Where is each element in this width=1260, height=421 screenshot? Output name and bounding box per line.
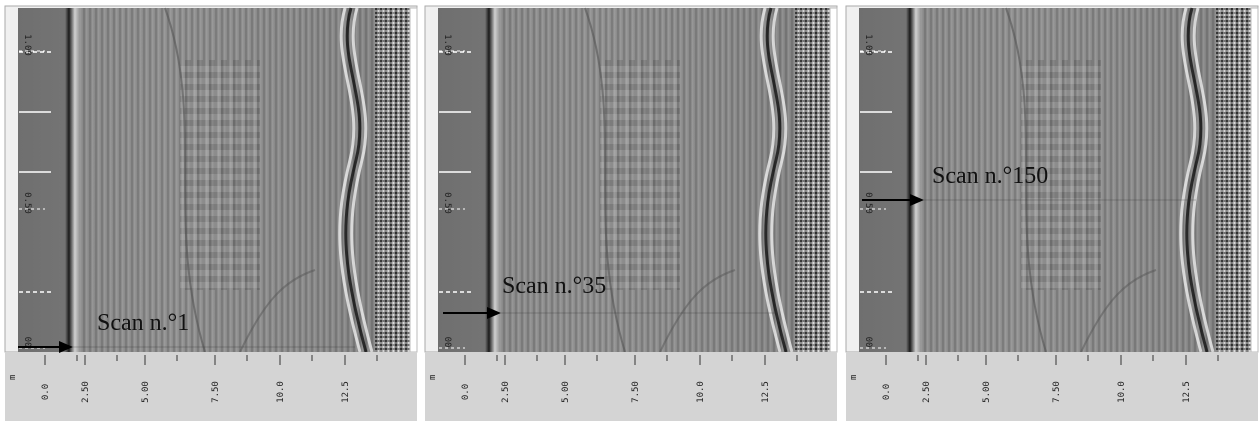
- reflection: [344, 7, 368, 353]
- reflection-pattern: [1021, 60, 1101, 290]
- scrollbar: [409, 7, 418, 353]
- hyperbola: [659, 269, 736, 353]
- y-tick-label: 00: [863, 337, 873, 348]
- x-tick-label: 5.00: [561, 381, 571, 403]
- y-tick-label: 0.50: [442, 192, 452, 214]
- x-unit: m: [428, 375, 438, 380]
- scrollbar: [1250, 7, 1259, 353]
- x-axis-bar: [425, 352, 837, 421]
- x-tick-label: 7.50: [1052, 381, 1062, 403]
- hyperbola: [239, 269, 316, 353]
- x-axis-bar: [5, 352, 417, 421]
- reflection: [350, 7, 374, 353]
- y-tick-label: 00: [442, 337, 452, 348]
- x-tick-label: 0.0: [41, 384, 51, 400]
- x-tick-label: 7.50: [631, 381, 641, 403]
- noise-zone: [375, 8, 410, 352]
- x-tick-label: 2.50: [922, 381, 932, 403]
- x-tick-label: 0.0: [461, 384, 471, 400]
- scan-label: Scan n.°35: [502, 273, 606, 299]
- y-tick-label: 1.00: [442, 34, 452, 56]
- x-unit: m: [849, 375, 859, 380]
- scan-arrowhead: [59, 341, 73, 353]
- reflection-pattern: [600, 60, 680, 290]
- reflection-pattern: [180, 60, 260, 290]
- x-tick-label: 7.50: [211, 381, 221, 403]
- x-tick-label: 12.5: [1182, 381, 1192, 403]
- reflection: [338, 7, 362, 353]
- x-tick-label: 5.00: [141, 381, 151, 403]
- y-tick-label: 0.50: [22, 192, 32, 214]
- scan-arrowhead: [910, 194, 924, 206]
- x-tick-label: 10.0: [696, 381, 706, 403]
- noise-zone: [795, 8, 830, 352]
- hyperbola: [584, 7, 626, 353]
- x-tick-label: 10.0: [1117, 381, 1127, 403]
- scan-arrowhead: [487, 307, 501, 319]
- x-tick-label: 12.5: [761, 381, 771, 403]
- y-tick-label: 0.50: [863, 192, 873, 214]
- reflection: [1185, 7, 1209, 353]
- x-tick-label: 0.0: [882, 384, 892, 400]
- radar-panel: 1.00 0.50 00 m 0.0 2.50 5.00 7.50 10.0 12.5 Scan n…: [845, 5, 1259, 421]
- x-tick-label: 5.00: [982, 381, 992, 403]
- y-tick-label: 1.00: [22, 34, 32, 56]
- reflection: [1179, 7, 1203, 353]
- y-tick-label: 00: [22, 337, 32, 348]
- hyperbola: [1005, 7, 1047, 353]
- scrollbar: [829, 7, 838, 353]
- scan-label: Scan n.°150: [932, 163, 1048, 189]
- x-tick-label: 12.5: [341, 381, 351, 403]
- radar-panel: 1.00 0.50 00 m 0.0 2.50 5.00 7.50 10.0 12.5 Scan n…: [424, 5, 838, 421]
- hyperbola: [1080, 269, 1157, 353]
- x-tick-label: 2.50: [501, 381, 511, 403]
- reflection: [764, 7, 788, 353]
- noise-zone: [1216, 8, 1251, 352]
- reflection: [770, 7, 794, 353]
- y-tick-label: 1.00: [863, 34, 873, 56]
- reflection: [1191, 7, 1215, 353]
- reflection: [758, 7, 782, 353]
- x-tick-label: 10.0: [276, 381, 286, 403]
- x-unit: m: [8, 375, 18, 380]
- x-axis-bar: [846, 352, 1258, 421]
- x-tick-label: 2.50: [81, 381, 91, 403]
- radar-panel: 1.00 0.50 00 m 0.0 2.50 5.00 7.50 10.0 12.5 Scan n…: [4, 5, 418, 421]
- hyperbola: [164, 7, 206, 353]
- scan-label: Scan n.°1: [97, 310, 189, 336]
